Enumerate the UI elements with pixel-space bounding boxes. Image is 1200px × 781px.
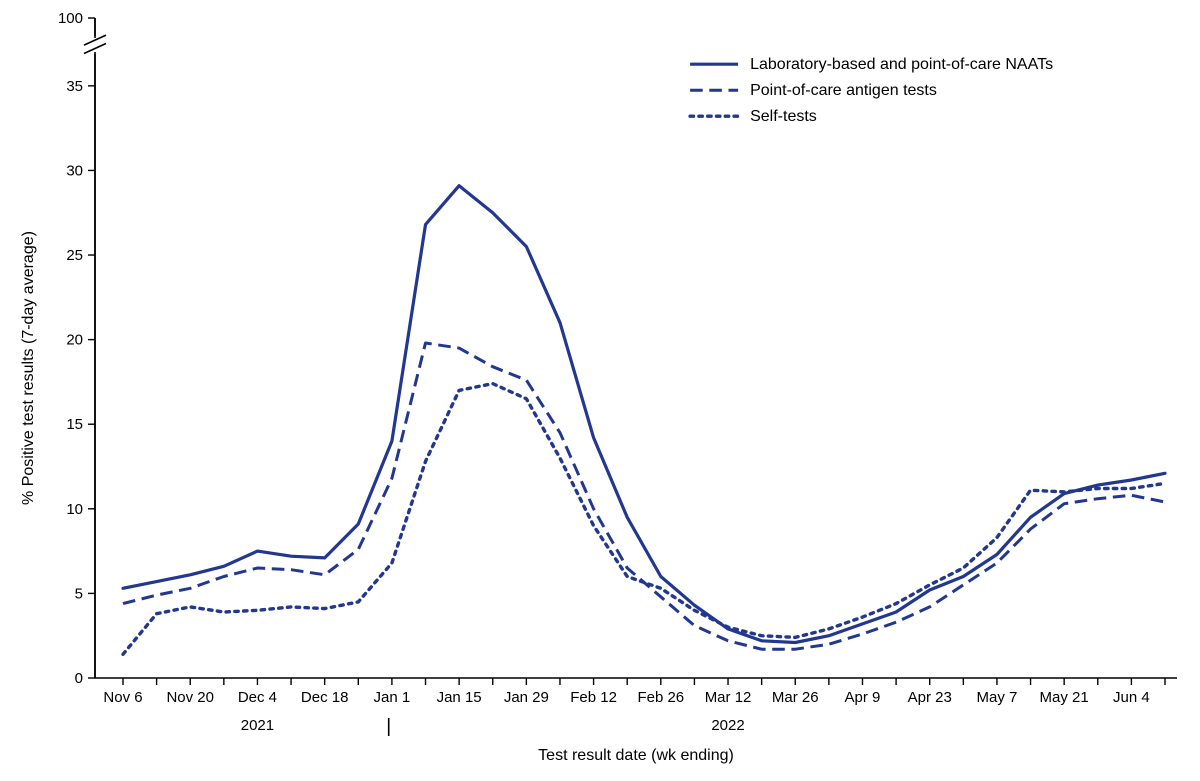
series-line bbox=[123, 186, 1165, 643]
y-tick-label-top: 100 bbox=[58, 10, 83, 27]
y-axis-label: % Positive test results (7-day average) bbox=[20, 231, 37, 505]
y-tick-label: 25 bbox=[66, 247, 83, 264]
x-tick-label: Jan 29 bbox=[504, 689, 549, 706]
x-tick-label: Mar 26 bbox=[772, 689, 819, 706]
year-label: 2022 bbox=[711, 717, 744, 734]
x-tick-label: Dec 18 bbox=[301, 689, 349, 706]
y-tick-label: 5 bbox=[75, 585, 83, 602]
series-line bbox=[123, 384, 1165, 655]
y-tick-label: 20 bbox=[66, 332, 83, 349]
x-tick-label: Jan 1 bbox=[374, 689, 411, 706]
x-tick-label: Nov 20 bbox=[166, 689, 214, 706]
y-tick-label: 15 bbox=[66, 416, 83, 433]
x-tick-label: Mar 12 bbox=[705, 689, 752, 706]
x-tick-label: Nov 6 bbox=[103, 689, 142, 706]
series-line bbox=[123, 343, 1165, 649]
y-tick-label: 30 bbox=[66, 162, 83, 179]
x-tick-label: Feb 12 bbox=[570, 689, 617, 706]
x-tick-label: Jan 15 bbox=[437, 689, 482, 706]
x-tick-label: Feb 26 bbox=[637, 689, 684, 706]
y-tick-label: 10 bbox=[66, 501, 83, 518]
x-axis-label: Test result date (wk ending) bbox=[538, 747, 734, 764]
x-tick-label: May 7 bbox=[977, 689, 1018, 706]
x-tick-label: Jun 4 bbox=[1113, 689, 1150, 706]
x-tick-label: May 21 bbox=[1040, 689, 1089, 706]
year-label: 2021 bbox=[241, 717, 274, 734]
legend-label: Laboratory-based and point-of-care NAATs bbox=[750, 56, 1053, 73]
x-tick-label: Apr 23 bbox=[908, 689, 952, 706]
legend-label: Self-tests bbox=[750, 108, 817, 125]
line-chart: 0 5 10 15 20 25 30 35 100 % Positive test results… bbox=[0, 0, 1200, 781]
chart-svg: 0 5 10 15 20 25 30 35 100 % Positive test results… bbox=[0, 0, 1200, 781]
legend-label: Point-of-care antigen tests bbox=[750, 82, 937, 99]
x-tick-label: Apr 9 bbox=[845, 689, 881, 706]
y-tick-label: 35 bbox=[66, 78, 83, 95]
x-tick-label: Dec 4 bbox=[238, 689, 277, 706]
y-tick-label: 0 bbox=[75, 670, 83, 687]
